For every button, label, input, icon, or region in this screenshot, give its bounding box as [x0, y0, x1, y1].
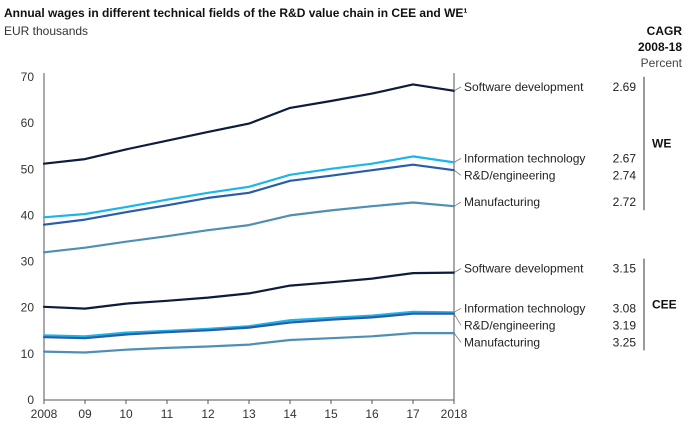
series-label: R&D/engineering [464, 168, 555, 182]
series-cagr-value: 3.25 [613, 335, 637, 349]
chart-title: Annual wages in different technical fiel… [4, 6, 468, 20]
x-tick-label: 11 [161, 407, 174, 421]
y-tick-label: 40 [21, 208, 35, 222]
series-label-connector [453, 313, 462, 326]
y-tick-label: 20 [21, 301, 35, 315]
x-tick-label: 15 [324, 407, 338, 421]
x-tick-label: 16 [365, 407, 379, 421]
series-label: Manufacturing [464, 335, 540, 349]
y-tick-label: 50 [21, 162, 35, 176]
series-label: Manufacturing [464, 195, 540, 209]
cagr-header-period: 2008-18 [637, 40, 682, 54]
y-tick-label: 10 [21, 347, 35, 361]
series-label: Information technology [464, 151, 585, 165]
group-label: CEE [652, 297, 677, 311]
x-tick-label: 13 [242, 407, 256, 421]
series-line [42, 155, 456, 219]
series-line [42, 163, 456, 226]
series-cagr-value: 2.72 [613, 195, 637, 209]
series-cagr-value: 3.19 [613, 318, 637, 332]
cagr-header-title: CAGR [646, 24, 682, 38]
x-tick-label: 10 [119, 407, 133, 421]
series-line [42, 310, 456, 338]
cagr-header-unit: Percent [640, 56, 682, 70]
y-tick-label: 30 [21, 255, 35, 269]
x-tick-label: 14 [283, 407, 297, 421]
group-label: WE [652, 137, 671, 151]
series-label: Software development [464, 80, 584, 94]
series-cagr-value: 2.67 [613, 151, 637, 165]
series-label: Information technology [464, 301, 585, 315]
x-tick-label: 2018 [441, 407, 468, 421]
series-label: R&D/engineering [464, 318, 555, 332]
series-label-connector [453, 169, 462, 176]
series-cagr-value: 2.69 [613, 80, 637, 94]
series-label-connector [453, 332, 462, 343]
series-line [42, 271, 456, 310]
x-tick-label: 09 [78, 407, 92, 421]
series-line [42, 332, 456, 354]
series-label-connector [453, 201, 462, 207]
x-tick-label: 12 [201, 407, 215, 421]
series-label-connector [453, 158, 462, 163]
x-tick-label: 2008 [31, 407, 58, 421]
series-cagr-value: 3.15 [613, 262, 637, 276]
series-line [42, 201, 456, 254]
series-label: Software development [464, 262, 584, 276]
x-tick-label: 17 [406, 407, 420, 421]
chart-subtitle: EUR thousands [4, 24, 89, 38]
series-cagr-value: 2.74 [613, 168, 637, 182]
series-label-connector [453, 268, 462, 273]
cagr-header: CAGR 2008-18 Percent [638, 23, 682, 71]
series-label-connector [453, 307, 462, 313]
y-tick-label: 60 [21, 116, 35, 130]
series-line [42, 83, 456, 165]
y-tick-label: 70 [21, 70, 35, 84]
series-label-connector [453, 86, 462, 92]
series-cagr-value: 3.08 [613, 301, 637, 315]
y-tick-label: 0 [27, 393, 34, 407]
series-line [42, 312, 456, 340]
